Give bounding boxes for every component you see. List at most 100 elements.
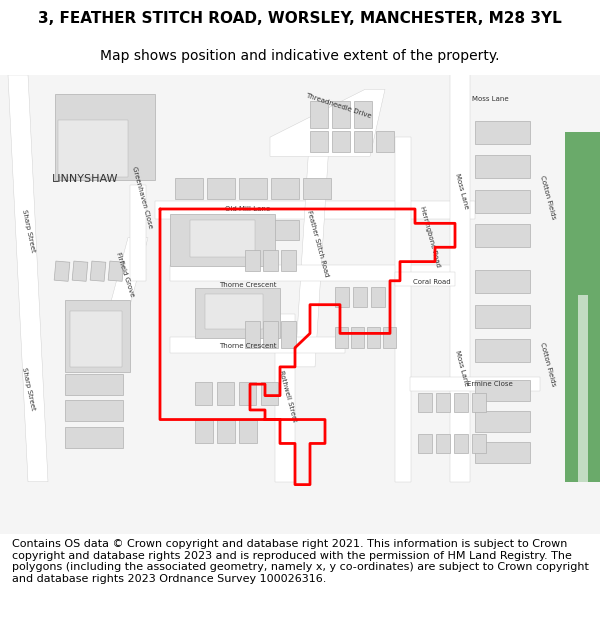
FancyBboxPatch shape bbox=[245, 321, 260, 348]
Text: Thorne Crescent: Thorne Crescent bbox=[219, 282, 277, 289]
Text: Rothwell Street: Rothwell Street bbox=[278, 369, 298, 423]
FancyBboxPatch shape bbox=[335, 327, 348, 348]
FancyBboxPatch shape bbox=[170, 214, 275, 266]
FancyBboxPatch shape bbox=[310, 101, 328, 127]
Text: Moss Lane: Moss Lane bbox=[454, 350, 470, 387]
FancyBboxPatch shape bbox=[195, 382, 212, 405]
Polygon shape bbox=[72, 261, 88, 281]
Bar bbox=[170, 338, 345, 352]
FancyBboxPatch shape bbox=[332, 131, 350, 151]
Text: Sharp Street: Sharp Street bbox=[20, 209, 35, 253]
Polygon shape bbox=[108, 261, 124, 281]
FancyBboxPatch shape bbox=[454, 392, 468, 412]
Text: Contains OS data © Crown copyright and database right 2021. This information is : Contains OS data © Crown copyright and d… bbox=[12, 539, 589, 584]
Text: Thorne Crescent: Thorne Crescent bbox=[219, 342, 277, 349]
Polygon shape bbox=[270, 89, 385, 156]
FancyBboxPatch shape bbox=[65, 401, 123, 421]
Bar bbox=[170, 266, 460, 281]
FancyBboxPatch shape bbox=[371, 288, 385, 307]
FancyBboxPatch shape bbox=[239, 221, 267, 239]
Bar bbox=[395, 138, 411, 482]
FancyBboxPatch shape bbox=[207, 221, 235, 239]
FancyBboxPatch shape bbox=[217, 421, 235, 444]
FancyBboxPatch shape bbox=[205, 294, 263, 329]
FancyBboxPatch shape bbox=[239, 421, 257, 444]
FancyBboxPatch shape bbox=[376, 131, 394, 151]
Bar bbox=[130, 185, 146, 281]
Bar bbox=[450, 22, 470, 482]
FancyBboxPatch shape bbox=[475, 380, 530, 401]
FancyBboxPatch shape bbox=[263, 321, 278, 348]
FancyBboxPatch shape bbox=[281, 321, 296, 348]
FancyBboxPatch shape bbox=[217, 382, 234, 405]
Polygon shape bbox=[295, 127, 330, 367]
FancyBboxPatch shape bbox=[332, 101, 350, 127]
FancyBboxPatch shape bbox=[245, 250, 260, 271]
FancyBboxPatch shape bbox=[271, 221, 299, 239]
Text: Sharp Street: Sharp Street bbox=[20, 367, 35, 411]
Text: Cotton Fields: Cotton Fields bbox=[539, 342, 557, 387]
Polygon shape bbox=[578, 295, 588, 482]
Text: Map shows position and indicative extent of the property.: Map shows position and indicative extent… bbox=[100, 49, 500, 63]
Text: Old Mill Lane: Old Mill Lane bbox=[226, 206, 271, 212]
FancyBboxPatch shape bbox=[472, 434, 486, 453]
Text: Moss Lane: Moss Lane bbox=[454, 173, 470, 210]
FancyBboxPatch shape bbox=[281, 250, 296, 271]
Polygon shape bbox=[100, 238, 148, 343]
FancyBboxPatch shape bbox=[271, 178, 299, 199]
FancyBboxPatch shape bbox=[436, 392, 450, 412]
FancyBboxPatch shape bbox=[55, 94, 155, 180]
FancyBboxPatch shape bbox=[475, 190, 530, 213]
Text: Greenhaven Close: Greenhaven Close bbox=[131, 166, 153, 229]
Text: LINNYSHAW: LINNYSHAW bbox=[52, 174, 118, 184]
FancyBboxPatch shape bbox=[207, 178, 235, 199]
FancyBboxPatch shape bbox=[436, 434, 450, 453]
FancyBboxPatch shape bbox=[65, 374, 123, 394]
Polygon shape bbox=[54, 261, 70, 281]
FancyBboxPatch shape bbox=[418, 392, 432, 412]
FancyBboxPatch shape bbox=[303, 178, 331, 199]
FancyBboxPatch shape bbox=[261, 382, 278, 405]
Text: Coral Road: Coral Road bbox=[413, 279, 451, 284]
FancyBboxPatch shape bbox=[263, 250, 278, 271]
Text: Firfield Grove: Firfield Grove bbox=[115, 252, 135, 298]
Bar bbox=[395, 272, 455, 286]
Text: Herringbone Road: Herringbone Road bbox=[419, 205, 441, 268]
FancyBboxPatch shape bbox=[418, 434, 432, 453]
FancyBboxPatch shape bbox=[175, 221, 203, 239]
FancyBboxPatch shape bbox=[475, 411, 530, 432]
FancyBboxPatch shape bbox=[58, 120, 128, 177]
Bar bbox=[410, 378, 540, 391]
Polygon shape bbox=[90, 261, 106, 281]
Text: 3, FEATHER STITCH ROAD, WORSLEY, MANCHESTER, M28 3YL: 3, FEATHER STITCH ROAD, WORSLEY, MANCHES… bbox=[38, 11, 562, 26]
Bar bbox=[155, 201, 475, 219]
FancyBboxPatch shape bbox=[475, 270, 530, 293]
FancyBboxPatch shape bbox=[475, 339, 530, 362]
FancyBboxPatch shape bbox=[239, 382, 256, 405]
FancyBboxPatch shape bbox=[367, 327, 380, 348]
FancyBboxPatch shape bbox=[475, 441, 530, 462]
FancyBboxPatch shape bbox=[354, 101, 372, 127]
FancyBboxPatch shape bbox=[70, 311, 122, 367]
FancyBboxPatch shape bbox=[195, 421, 213, 444]
FancyBboxPatch shape bbox=[175, 178, 203, 199]
FancyBboxPatch shape bbox=[353, 288, 367, 307]
FancyBboxPatch shape bbox=[383, 327, 396, 348]
FancyBboxPatch shape bbox=[310, 131, 328, 151]
Text: Cotton Fields: Cotton Fields bbox=[539, 174, 557, 219]
Bar bbox=[275, 314, 295, 482]
FancyBboxPatch shape bbox=[239, 178, 267, 199]
Text: Moss Lane: Moss Lane bbox=[472, 96, 508, 102]
FancyBboxPatch shape bbox=[454, 434, 468, 453]
FancyBboxPatch shape bbox=[475, 121, 530, 144]
FancyBboxPatch shape bbox=[190, 221, 255, 257]
Polygon shape bbox=[8, 75, 48, 482]
FancyBboxPatch shape bbox=[475, 304, 530, 328]
FancyBboxPatch shape bbox=[65, 428, 123, 448]
FancyBboxPatch shape bbox=[472, 392, 486, 412]
FancyBboxPatch shape bbox=[354, 131, 372, 151]
FancyBboxPatch shape bbox=[351, 327, 364, 348]
Polygon shape bbox=[565, 132, 600, 482]
FancyBboxPatch shape bbox=[475, 156, 530, 178]
Text: Ermine Close: Ermine Close bbox=[467, 381, 513, 387]
